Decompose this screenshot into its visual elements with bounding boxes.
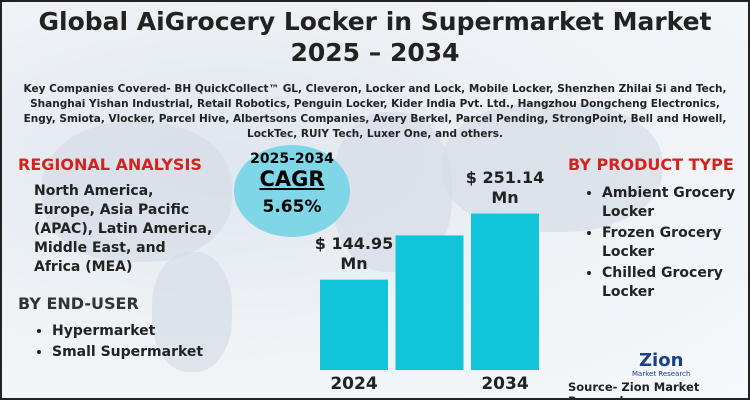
title: Global AiGrocery Locker in Supermarket M…	[38, 7, 712, 67]
regional-text: North America, Europe, Asia Pacific (APA…	[34, 183, 213, 275]
end-user-heading: BY END-USER	[18, 294, 139, 313]
list-item: Hypermarket	[52, 322, 203, 341]
cagr-badge: 2025-2034 CAGR 5.65%	[234, 145, 350, 237]
cagr-label: CAGR	[259, 167, 325, 191]
cagr-value: 5.65%	[262, 197, 322, 217]
regional-heading: REGIONAL ANALYSIS	[18, 155, 202, 174]
logo-name: Zion	[639, 350, 684, 371]
key-companies: Key Companies Covered- BH QuickCollect™ …	[23, 83, 727, 140]
map-shape	[42, 122, 232, 262]
value-label: $ 144.95 Mn	[314, 233, 394, 273]
value-label: $ 251.14 Mn	[465, 167, 545, 207]
cagr-period: 2025-2034	[250, 151, 334, 167]
list-item: Ambient Grocery Locker	[602, 184, 742, 222]
x-tick-label: 2024	[330, 374, 378, 394]
map-shape	[442, 102, 662, 232]
logo: Zion Market Research	[632, 350, 691, 379]
x-tick-label: 2034	[481, 374, 529, 394]
logo-subtitle: Market Research	[632, 370, 691, 378]
list-item: Small Supermarket	[52, 343, 203, 362]
source: Source- Zion Market Research	[568, 380, 700, 398]
product-list: Ambient Grocery LockerFrozen Grocery Loc…	[584, 184, 742, 304]
map-shape	[152, 252, 232, 372]
end-user-list: Hypermarket Small Supermarket	[34, 322, 203, 364]
bar	[471, 213, 539, 370]
list-item: Frozen Grocery Locker	[602, 224, 742, 262]
product-heading: BY PRODUCT TYPE	[568, 155, 734, 174]
bar	[320, 279, 388, 370]
bar	[395, 235, 464, 370]
list-item: Chilled Grocery Locker	[602, 264, 742, 302]
